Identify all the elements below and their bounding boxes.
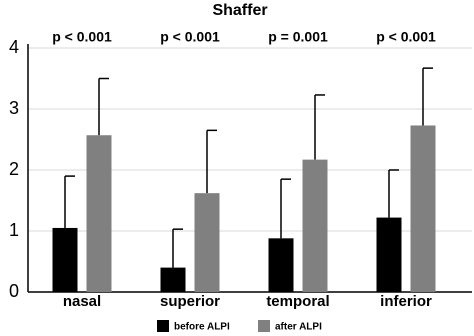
bar [268,238,294,292]
bar [376,217,402,292]
p-value: p < 0.001 [376,29,436,45]
bar [52,227,78,292]
legend-label: before ALPI [174,322,230,333]
x-tick-label: inferior [380,293,432,310]
legend-label: after ALPI [275,322,322,333]
bar [86,135,112,292]
p-value: p = 0.001 [268,29,328,45]
y-tick-label: 3 [9,98,19,118]
bar [194,193,220,292]
p-value: p < 0.001 [52,29,112,45]
x-tick-label: temporal [266,293,329,310]
bar [302,159,328,292]
x-tick-label: superior [160,293,220,310]
chart-title: Shaffer [212,2,267,19]
y-tick-label: 2 [9,159,19,179]
y-tick-label: 4 [9,37,19,57]
bar [410,125,436,292]
bar [160,267,186,292]
y-tick-label: 1 [9,220,19,240]
y-tick-label: 0 [9,281,19,301]
p-value: p < 0.001 [160,29,220,45]
legend-swatch [258,320,270,332]
x-tick-label: nasal [63,293,101,310]
legend-swatch [157,320,169,332]
